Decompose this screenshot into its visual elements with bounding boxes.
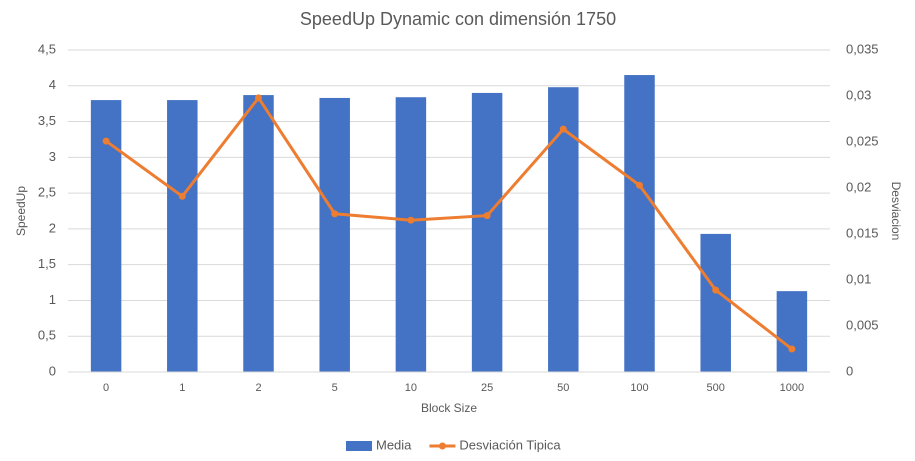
legend-label: Media: [376, 437, 412, 452]
legend-marker: [438, 442, 446, 450]
line: [105, 95, 793, 351]
y-tick-label: 1: [49, 292, 56, 307]
point: [255, 94, 262, 102]
y-tick-label: 4,5: [38, 41, 56, 56]
point: [788, 345, 796, 353]
x-tick-label: 100: [630, 382, 648, 394]
x-tick-label: 0: [103, 382, 109, 394]
y-tick-label: 4: [49, 77, 56, 92]
legend-label: Desviación Tipica: [459, 437, 561, 452]
y-tick-label: 2,5: [38, 185, 56, 200]
bar: [700, 233, 731, 372]
bar: [624, 75, 655, 373]
y2-tick-label: 0,005: [846, 317, 879, 332]
y-tick-label: 3,5: [38, 113, 56, 128]
x-tick-label: 50: [557, 382, 569, 394]
point: [331, 210, 339, 218]
y2-tick-label: 0,01: [846, 271, 871, 286]
bar: [776, 291, 808, 372]
y-tick-label: 1,5: [38, 256, 56, 271]
point: [102, 137, 110, 145]
y-tick-label: 0,5: [38, 328, 56, 343]
point: [407, 216, 415, 224]
y-tick-label: 0: [49, 363, 56, 378]
x-axis-title: Block Size: [421, 401, 477, 415]
y2-tick-label: 0,015: [846, 225, 879, 240]
x-tick-label: 1000: [780, 382, 804, 394]
y2-axis-title: Desviacion: [889, 182, 903, 241]
bar: [395, 97, 427, 372]
x-tick-label: 25: [481, 382, 493, 394]
chart-title: SpeedUp Dynamic con dimensión 1750: [300, 9, 616, 29]
bar: [243, 95, 274, 372]
point: [712, 286, 720, 294]
y-axis-title: SpeedUp: [14, 186, 28, 236]
y2-tick-label: 0,035: [846, 41, 879, 56]
y2-tick-label: 0,025: [846, 133, 879, 148]
bar: [90, 100, 122, 372]
x-tick-label: 2: [255, 382, 261, 394]
point: [178, 192, 186, 200]
y-tick-label: 2: [49, 220, 56, 235]
y2-tick-label: 0,03: [846, 87, 871, 102]
bar: [319, 97, 350, 372]
point: [636, 181, 643, 189]
bar: [548, 87, 579, 372]
y-tick-label: 3: [49, 149, 56, 164]
legend-swatch: [346, 441, 372, 451]
x-tick-label: 1: [179, 382, 185, 394]
point: [483, 212, 491, 220]
x-tick-label: 500: [707, 382, 725, 394]
y2-tick-label: 0: [846, 363, 853, 378]
x-tick-label: 10: [405, 382, 417, 394]
x-tick-label: 5: [332, 382, 338, 394]
point: [559, 125, 567, 133]
bar: [167, 100, 198, 372]
y2-tick-label: 0,02: [846, 179, 871, 194]
bar: [471, 92, 503, 372]
